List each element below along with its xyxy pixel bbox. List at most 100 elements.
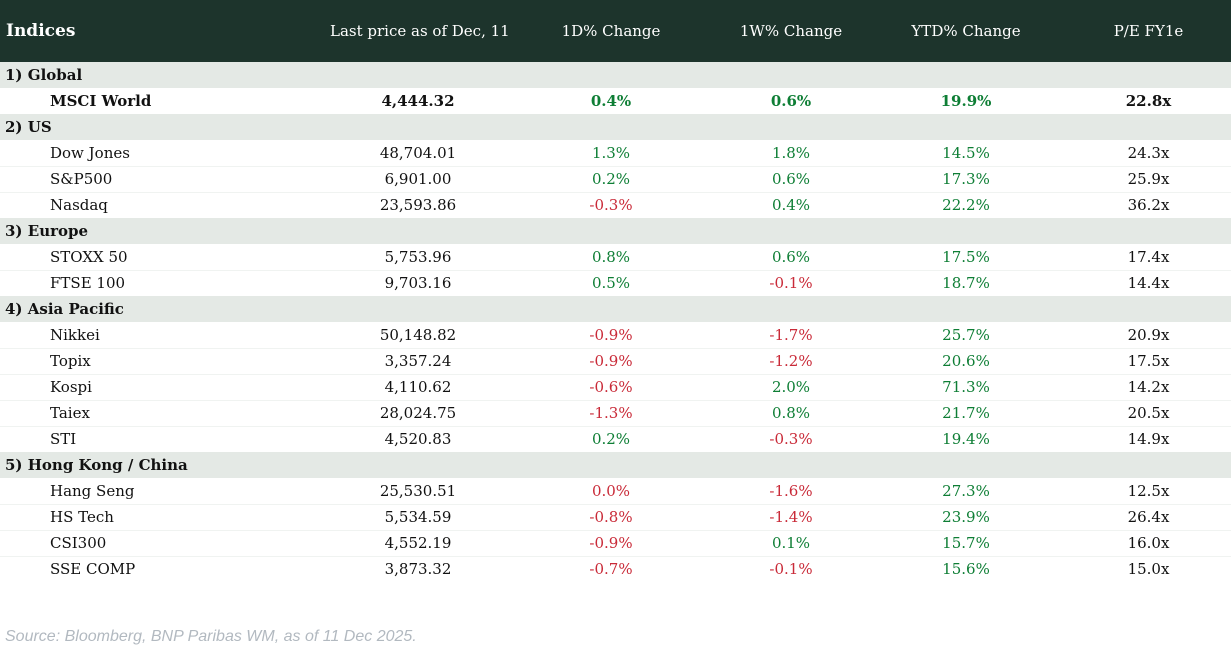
section-label: 1) Global	[5, 66, 83, 84]
ytd-change-cell: 21.7%	[866, 399, 1066, 426]
pe-fy1e-cell: 26.4x	[1066, 503, 1231, 530]
1w-change-cell: 0.1%	[716, 529, 866, 556]
ytd-change-cell: 15.7%	[866, 529, 1066, 556]
index-name-cell: FTSE 100	[0, 269, 330, 296]
1d-change-cell: -0.9%	[589, 325, 633, 344]
pe-fy1e-cell: 20.9x	[1127, 325, 1170, 344]
table-title: Indices	[6, 21, 76, 41]
column-header-1w-change: 1W% Change	[739, 22, 843, 40]
index-name-cell: Nasdaq	[0, 191, 330, 218]
index-name-cell: SSE COMP	[0, 555, 330, 582]
1d-change-cell: -0.3%	[506, 191, 716, 218]
table-row: CSI300 4,552.19 -0.9% 0.1% 15.7% 16.0x	[0, 529, 1231, 556]
table-row: Kospi 4,110.62 -0.6% 2.0% 71.3% 14.2x	[0, 373, 1231, 400]
1d-change-cell: 0.0%	[591, 481, 631, 500]
index-name-cell: HS Tech	[0, 503, 330, 530]
ytd-change-cell: 27.3%	[942, 481, 990, 500]
pe-fy1e-cell: 16.0x	[1066, 529, 1231, 556]
last-price-cell: 5,753.96	[384, 247, 452, 266]
index-name-cell: Kospi	[0, 373, 330, 400]
ytd-change-cell: 20.6%	[866, 347, 1066, 374]
1w-change-cell: -1.2%	[716, 347, 866, 374]
pe-fy1e-cell: 17.5x	[1066, 347, 1231, 374]
1w-change-cell: -0.1%	[716, 555, 866, 582]
last-price-cell: 4,110.62	[330, 373, 506, 400]
table-row: HS Tech 5,534.59 -0.8% -1.4% 23.9% 26.4x	[0, 503, 1231, 530]
section-band: 2) US	[0, 114, 1231, 140]
1w-change-cell: 0.8%	[716, 399, 866, 426]
ytd-change-cell: 71.3%	[866, 373, 1066, 400]
ytd-change-cell: 15.6%	[866, 555, 1066, 582]
index-name-cell: STOXX 50	[50, 247, 128, 266]
pe-fy1e-cell: 12.5x	[1127, 481, 1170, 500]
column-header-1d-change: 1D% Change	[561, 22, 661, 40]
ytd-change-cell: 22.2%	[866, 191, 1066, 218]
table-header: Indices Last price as of Dec, 11 1D% Cha…	[0, 0, 1231, 62]
last-price-cell: 48,704.01	[379, 143, 457, 162]
1d-change-cell: -0.8%	[506, 503, 716, 530]
table-row: Taiex 28,024.75 -1.3% 0.8% 21.7% 20.5x	[0, 399, 1231, 426]
table-row: Nasdaq 23,593.86 -0.3% 0.4% 22.2% 36.2x	[0, 191, 1231, 218]
1d-change-cell: -0.7%	[506, 555, 716, 582]
index-name-cell: Dow Jones	[50, 143, 130, 162]
last-price-cell: 4,444.32	[381, 92, 455, 110]
pe-fy1e-cell: 36.2x	[1066, 191, 1231, 218]
1d-change-cell: -1.3%	[506, 399, 716, 426]
indices-table: Indices Last price as of Dec, 11 1D% Cha…	[0, 0, 1231, 582]
1d-change-cell: 0.8%	[591, 247, 631, 266]
pe-fy1e-cell: 14.4x	[1066, 269, 1231, 296]
section-band: 5) Hong Kong / China	[0, 452, 1231, 478]
ytd-change-cell: 23.9%	[866, 503, 1066, 530]
pe-fy1e-cell: 15.0x	[1066, 555, 1231, 582]
table-row: Dow Jones 48,704.01 1.3% 1.8% 14.5% 24.3x	[0, 140, 1231, 166]
1w-change-cell: 0.4%	[716, 191, 866, 218]
index-name-cell: S&P500	[0, 165, 330, 192]
index-name-cell: Hang Seng	[50, 481, 135, 500]
index-name-cell: Topix	[0, 347, 330, 374]
index-name-cell: CSI300	[0, 529, 330, 556]
table-row: MSCI World 4,444.32 0.4% 0.6% 19.9% 22.8x	[0, 88, 1231, 114]
1w-change-cell: 1.8%	[771, 143, 811, 162]
1d-change-cell: -0.6%	[506, 373, 716, 400]
1d-change-cell: 0.5%	[506, 269, 716, 296]
1w-change-cell: 2.0%	[716, 373, 866, 400]
table-row: FTSE 100 9,703.16 0.5% -0.1% 18.7% 14.4x	[0, 269, 1231, 296]
last-price-cell: 50,148.82	[379, 325, 457, 344]
pe-fy1e-cell: 22.8x	[1125, 92, 1172, 110]
last-price-cell: 5,534.59	[330, 503, 506, 530]
table-row: Topix 3,357.24 -0.9% -1.2% 20.6% 17.5x	[0, 347, 1231, 374]
1w-change-cell: -1.6%	[769, 481, 813, 500]
pe-fy1e-cell: 14.2x	[1066, 373, 1231, 400]
1d-change-cell: 0.4%	[590, 92, 632, 110]
1d-change-cell: 0.2%	[506, 425, 716, 452]
last-price-cell: 4,552.19	[330, 529, 506, 556]
ytd-change-cell: 19.9%	[940, 92, 992, 110]
pe-fy1e-cell: 25.9x	[1066, 165, 1231, 192]
1d-change-cell: -0.9%	[506, 347, 716, 374]
last-price-cell: 3,873.32	[330, 555, 506, 582]
1w-change-cell: 0.6%	[716, 165, 866, 192]
section-band: 4) Asia Pacific	[0, 296, 1231, 322]
column-header-last-price: Last price as of Dec, 11	[330, 22, 510, 40]
1d-change-cell: 0.2%	[506, 165, 716, 192]
1w-change-cell: -0.3%	[716, 425, 866, 452]
section-label: 4) Asia Pacific	[5, 300, 124, 318]
1w-change-cell: 0.6%	[771, 247, 811, 266]
last-price-cell: 9,703.16	[330, 269, 506, 296]
table-row: Hang Seng 25,530.51 0.0% -1.6% 27.3% 12.5x	[0, 478, 1231, 504]
source-note: Source: Bloomberg, BNP Paribas WM, as of…	[5, 628, 417, 645]
pe-fy1e-cell: 14.9x	[1066, 425, 1231, 452]
index-name-cell: STI	[0, 425, 330, 452]
ytd-change-cell: 17.5%	[942, 247, 990, 266]
last-price-cell: 25,530.51	[379, 481, 457, 500]
column-header-pe: P/E FY1e	[1113, 22, 1184, 40]
last-price-cell: 28,024.75	[330, 399, 506, 426]
1w-change-cell: 0.6%	[770, 92, 812, 110]
1w-change-cell: -1.4%	[716, 503, 866, 530]
section-label: 5) Hong Kong / China	[5, 456, 188, 474]
table-row: STI 4,520.83 0.2% -0.3% 19.4% 14.9x	[0, 425, 1231, 452]
last-price-cell: 4,520.83	[330, 425, 506, 452]
ytd-change-cell: 17.3%	[866, 165, 1066, 192]
ytd-change-cell: 19.4%	[866, 425, 1066, 452]
section-label: 3) Europe	[5, 222, 89, 240]
